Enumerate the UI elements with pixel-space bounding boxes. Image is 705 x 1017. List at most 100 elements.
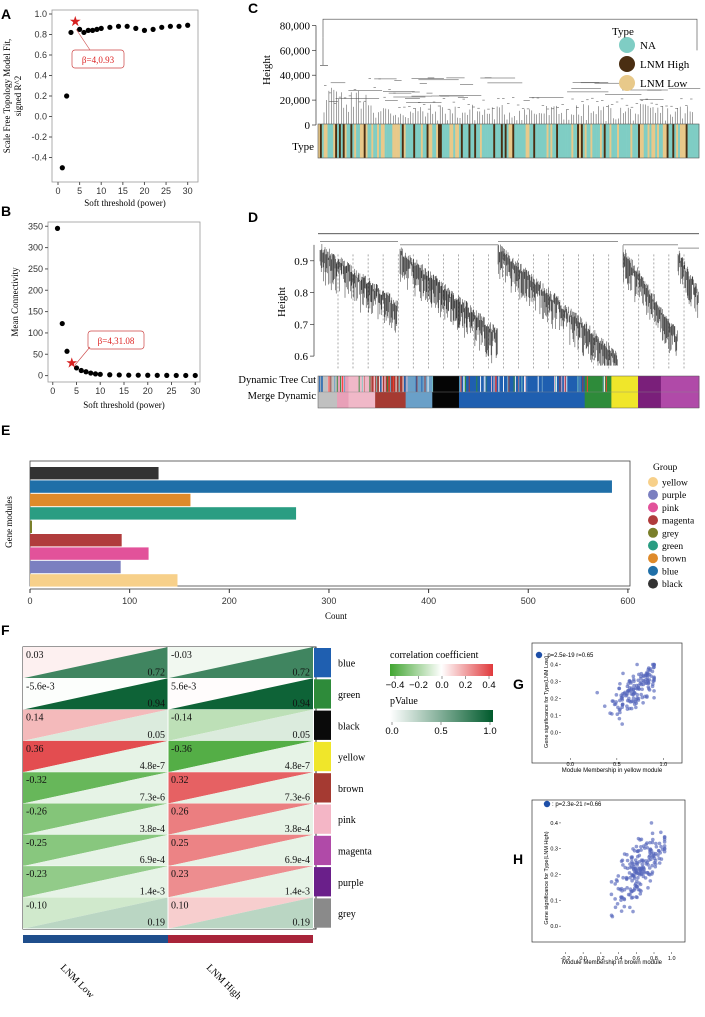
panel-e-legend-title: Group bbox=[653, 463, 678, 473]
module-bar-stripe bbox=[495, 376, 497, 392]
type-bar-segment bbox=[573, 124, 576, 158]
panel-g-ylabel: Gene significance for Type(LNM Low) bbox=[544, 656, 550, 748]
type-bar-segment bbox=[615, 124, 618, 158]
cell-p-label: 0.19 bbox=[148, 918, 166, 929]
data-point bbox=[639, 837, 644, 842]
type-bar-segment bbox=[363, 124, 366, 158]
cell-corr-label: -0.23 bbox=[26, 869, 47, 880]
type-bar-segment bbox=[546, 124, 549, 158]
row-color-brown bbox=[314, 773, 331, 803]
panel-c-dendrogram bbox=[320, 18, 701, 125]
module-bar-stripe bbox=[342, 376, 344, 392]
y-tick-label: 1.0 bbox=[34, 9, 47, 19]
type-bar-segment bbox=[565, 124, 568, 158]
data-point bbox=[662, 847, 667, 851]
type-bar-segment bbox=[344, 124, 347, 158]
type-bar-segment bbox=[434, 124, 437, 158]
type-bar-segment bbox=[424, 124, 427, 158]
data-point bbox=[640, 687, 644, 692]
module-bar-stripe bbox=[384, 376, 386, 392]
column-color-1 bbox=[168, 935, 313, 943]
module-bar-stripe bbox=[586, 376, 588, 392]
data-point bbox=[613, 897, 617, 901]
legend-label-grey: grey bbox=[662, 529, 679, 539]
type-bar-segment bbox=[691, 124, 694, 158]
data-point bbox=[621, 875, 625, 880]
type-bar-segment bbox=[622, 124, 626, 158]
module-bar-stripe bbox=[506, 376, 508, 392]
type-bar-segment bbox=[535, 124, 538, 158]
data-point bbox=[625, 858, 630, 863]
data-point bbox=[94, 26, 100, 32]
module-bar-stripe bbox=[480, 376, 482, 392]
data-point bbox=[625, 866, 630, 871]
type-bar-segment bbox=[664, 124, 667, 158]
module-bar-stripe bbox=[526, 376, 528, 392]
cell-corr-pink-0 bbox=[23, 803, 168, 835]
type-bar-segment bbox=[321, 124, 325, 158]
data-point bbox=[652, 689, 656, 693]
cell-corr-grey-0 bbox=[23, 897, 168, 929]
type-bar-segment bbox=[481, 124, 485, 158]
type-bar-segment bbox=[493, 124, 496, 158]
panel-a-annotation: β=4,0.93 bbox=[82, 55, 115, 65]
cell-p-label: 0.72 bbox=[148, 667, 166, 678]
module-bar-stripe bbox=[561, 376, 563, 392]
data-point bbox=[662, 840, 667, 844]
module-bar-stripe bbox=[431, 376, 433, 392]
data-point bbox=[631, 674, 636, 679]
cell-p-label: 0.05 bbox=[148, 730, 166, 741]
module-bar-stripe bbox=[415, 376, 417, 392]
type-bar-segment bbox=[683, 124, 686, 158]
type-bar-segment bbox=[382, 124, 385, 158]
type-bar-segment bbox=[340, 124, 344, 158]
y-tick-label: 0.6 bbox=[294, 351, 308, 363]
cell-corr-magenta-0 bbox=[23, 834, 168, 867]
type-bar-segment bbox=[417, 124, 420, 158]
x-tick-label: 0.0 bbox=[566, 762, 574, 768]
panel-c-ylabel: Height bbox=[261, 55, 273, 85]
cell-corr-label: 0.32 bbox=[171, 775, 189, 786]
panel-letter-a: A bbox=[1, 6, 11, 22]
type-bar-segment bbox=[438, 124, 441, 158]
type-bar-segment bbox=[502, 124, 505, 158]
data-point bbox=[631, 693, 635, 697]
type-bar-segment bbox=[590, 124, 593, 158]
cell-p-label: 0.94 bbox=[148, 699, 166, 710]
data-point bbox=[609, 880, 614, 884]
type-bar-segment bbox=[504, 124, 507, 158]
module-bar-stripe bbox=[421, 376, 423, 392]
type-bar-segment bbox=[394, 124, 397, 158]
legend-swatch-green bbox=[648, 540, 658, 551]
x-tick-label: 0.4 bbox=[615, 956, 623, 962]
module-bar-stripe bbox=[602, 376, 604, 392]
data-point bbox=[636, 876, 640, 880]
data-point bbox=[620, 858, 625, 863]
type-bar-segment bbox=[329, 124, 332, 158]
cell-corr-blue-0 bbox=[23, 647, 168, 679]
data-point bbox=[608, 711, 612, 716]
legend-label-lnm-high: LNM High bbox=[640, 59, 690, 71]
type-bar-segment bbox=[533, 124, 536, 158]
highlight-star: ★ bbox=[69, 13, 82, 29]
y-tick-label: 0.0 bbox=[550, 731, 558, 737]
data-point bbox=[647, 672, 652, 677]
y-tick-label: 0.1 bbox=[550, 898, 558, 904]
data-point bbox=[124, 23, 130, 29]
panel-c-legend-title: Type bbox=[612, 26, 634, 38]
legend-swatch-blue bbox=[648, 565, 658, 576]
type-bar-segment bbox=[575, 124, 578, 158]
data-point bbox=[627, 679, 632, 683]
type-bar-segment bbox=[651, 124, 654, 158]
type-bar-segment bbox=[611, 124, 614, 158]
module-bar-stripe bbox=[555, 376, 557, 392]
type-bar-segment bbox=[674, 124, 677, 158]
data-point bbox=[619, 895, 623, 899]
type-bar-segment bbox=[331, 124, 334, 158]
module-bar-stripe bbox=[582, 376, 584, 392]
bar-grey bbox=[30, 520, 32, 533]
cell-p-grey-1 bbox=[168, 897, 313, 929]
panel-letter-d: D bbox=[248, 209, 258, 225]
data-point bbox=[192, 372, 198, 379]
cell-corr-label: -0.10 bbox=[26, 900, 47, 911]
